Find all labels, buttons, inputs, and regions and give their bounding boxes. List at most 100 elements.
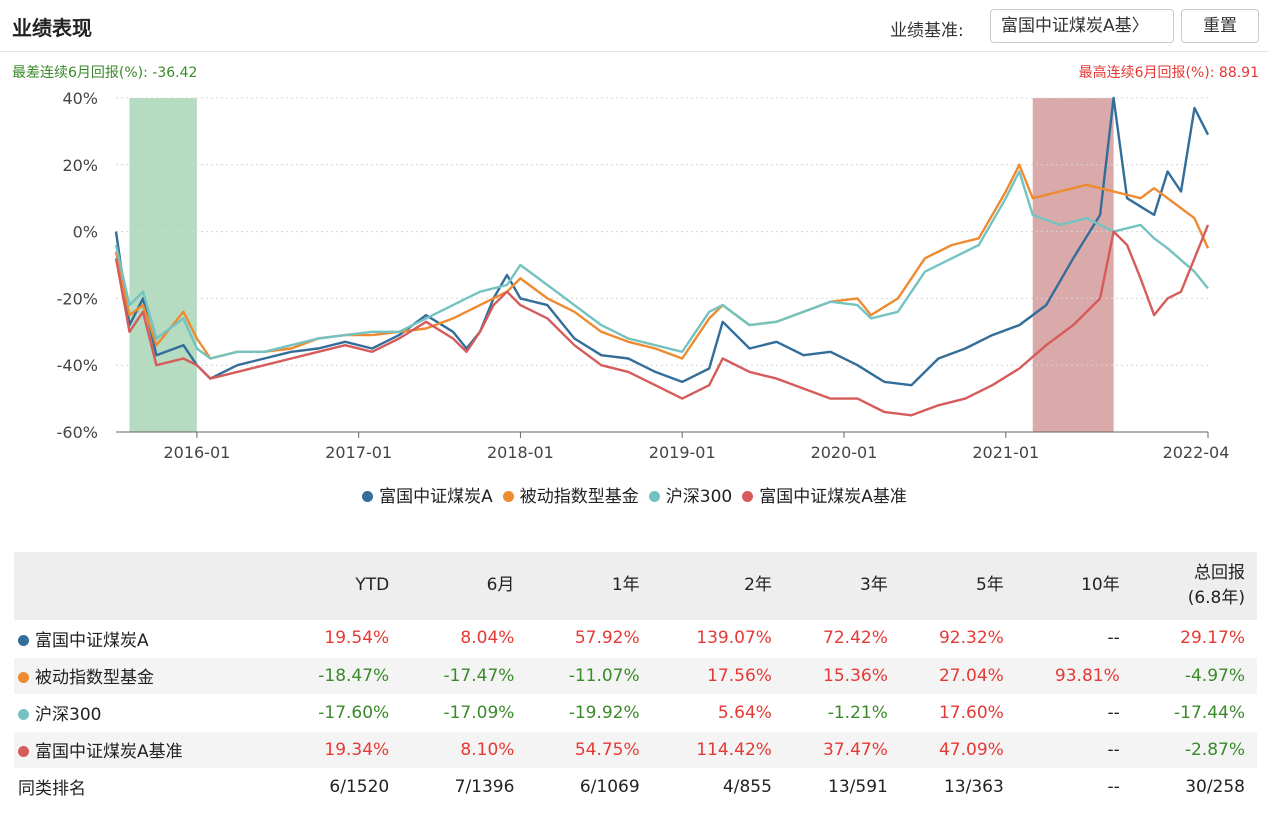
table-cell: 93.81% <box>1015 657 1132 695</box>
table-cell: 114.42% <box>651 731 784 769</box>
table-header-2y: 2年 <box>651 552 784 620</box>
table-header-10y: 10年 <box>1015 552 1132 620</box>
rank-row: 同类排名 6/1520 7/1396 6/1069 4/855 13/591 13/363-… <box>14 767 1257 806</box>
row-name: 被动指数型基金 <box>14 657 276 695</box>
table-header-6m: 6月 <box>401 552 527 620</box>
table-cell: -- <box>1015 694 1132 732</box>
table-cell: 57.92% <box>526 620 652 658</box>
table-cell: -2.87% <box>1131 731 1257 769</box>
benchmark-label: 业绩基准: <box>890 21 964 41</box>
y-tick-label: -40% <box>57 356 98 375</box>
row-name: 富国中证煤炭A <box>14 620 276 658</box>
row-name: 富国中证煤炭A基准 <box>14 731 276 769</box>
legend-item[interactable]: 富国中证煤炭A <box>362 482 493 507</box>
y-tick-label: -60% <box>57 423 98 442</box>
section-title: 业绩表现 <box>12 16 92 40</box>
performance-line-chart: 40% 20% 0% -20% -40% -60% 2016-01 2017-01 2018-0… <box>57 89 1230 462</box>
table-header-total: 总回报 (6.8年) <box>1131 552 1257 620</box>
rank-cell: 4/855 <box>651 767 784 806</box>
table-header-ytd: YTD <box>276 552 402 620</box>
table-header-row: YTD 6月 1年 2年 3年 5年 10年 总回报 (6.8年) <box>14 552 1257 620</box>
legend-item[interactable]: 被动指数型基金 <box>502 482 639 507</box>
worst-return-stat: 最差连续6月回报(%): -36.42 <box>12 65 198 81</box>
rank-cell: 13/591 <box>783 767 900 806</box>
legend-dot-icon <box>742 491 754 502</box>
series-line <box>114 224 1210 417</box>
table-row: 沪深300 -17.60% -17.09% -19.92% 5.64% -1.21% 17.… <box>14 694 1257 732</box>
x-tick-label: 2017-01 <box>325 443 392 462</box>
table-cell: 47.09% <box>899 731 1016 769</box>
row-dot-icon <box>18 709 29 720</box>
legend-dot-icon <box>362 491 374 502</box>
row-dot-icon <box>18 672 29 683</box>
table-row: 富国中证煤炭A基准 19.34% 8.10% 54.75% 114.42% 37.47% 4… <box>14 731 1257 769</box>
best-period-band <box>1032 98 1114 432</box>
table-cell: 29.17% <box>1131 620 1257 658</box>
reset-button[interactable]: 重置 <box>1181 9 1259 43</box>
x-tick-label: 2016-01 <box>163 443 230 462</box>
table-cell: -17.44% <box>1131 694 1257 732</box>
table-cell: 92.32% <box>899 620 1016 658</box>
table-cell: 5.64% <box>651 694 784 732</box>
legend-dot-icon <box>648 491 660 502</box>
legend-item[interactable]: 沪深300 <box>648 482 733 507</box>
y-tick-label: -20% <box>57 289 98 308</box>
table-cell: 54.75% <box>526 731 652 769</box>
table-cell: -- <box>1015 620 1132 658</box>
table-cell: 72.42% <box>783 620 900 658</box>
table-cell: -11.07% <box>526 657 652 695</box>
header: 业绩表现 业绩基准: 富国中证煤炭A基〉 重置 <box>0 0 1269 52</box>
legend-label: 沪深300 <box>665 487 733 507</box>
row-dot-icon <box>18 634 29 646</box>
table-cell: -1.21% <box>783 694 900 732</box>
x-tick-label: 2019-01 <box>649 443 716 462</box>
x-tick-label: 2018-01 <box>487 443 554 462</box>
table-row: 被动指数型基金 -18.47% -17.47% -11.07% 17.56% 15.36%… <box>14 657 1257 695</box>
rank-cell: 6/1520 <box>276 767 402 806</box>
table-cell: 17.60% <box>899 694 1016 732</box>
rank-cell: 13/363 <box>899 767 1016 806</box>
table-cell: 15.36% <box>783 657 900 695</box>
table-cell: 19.34% <box>276 731 402 769</box>
series-line <box>114 170 1209 360</box>
table-header-1y: 1年 <box>526 552 652 620</box>
chart-legend: 富国中证煤炭A 被动指数型基金 沪深300 富国中证煤炭A基准 <box>0 482 1269 507</box>
rank-cell: 6/1069 <box>526 767 652 806</box>
benchmark-select[interactable]: 富国中证煤炭A基〉 <box>990 9 1174 43</box>
x-tick-label: 2021-01 <box>972 443 1039 462</box>
table-cell: 139.07% <box>651 620 784 658</box>
y-tick-label: 40% <box>62 89 98 108</box>
performance-table: YTD 6月 1年 2年 3年 5年 10年 总回报 (6.8年) 富国中证煤炭A… <box>14 552 1257 806</box>
x-tick-label: 2022-04 <box>1163 443 1230 462</box>
best-return-stat: 最高连续6月回报(%): 88.91 <box>1078 65 1259 81</box>
table-header-5y: 5年 <box>899 552 1016 620</box>
table-cell: -17.60% <box>276 694 402 732</box>
legend-label: 被动指数型基金 <box>519 487 639 507</box>
legend-label: 富国中证煤炭A <box>379 487 493 507</box>
legend-item[interactable]: 富国中证煤炭A基准 <box>742 482 907 507</box>
rank-cell: -- <box>1015 767 1132 806</box>
y-tick-label: 0% <box>73 223 98 242</box>
table-cell: -4.97% <box>1131 657 1257 695</box>
table-cell: -18.47% <box>276 657 402 695</box>
table-cell: -19.92% <box>526 694 652 732</box>
table-cell: 8.04% <box>401 620 527 658</box>
table-cell: -- <box>1015 731 1132 769</box>
legend-dot-icon <box>502 491 514 502</box>
table-header-3y: 3年 <box>783 552 900 620</box>
legend-label: 富国中证煤炭A基准 <box>759 487 907 507</box>
row-name: 沪深300 <box>14 694 276 732</box>
rank-row-name: 同类排名 <box>14 767 276 806</box>
table-cell: -17.09% <box>401 694 527 732</box>
rank-cell: 7/1396 <box>401 767 527 806</box>
worst-period-band <box>129 98 197 432</box>
table-cell: 37.47% <box>783 731 900 769</box>
series-line <box>114 96 1210 387</box>
table-header-name <box>14 552 276 620</box>
table-row: 富国中证煤炭A 19.54% 8.04% 57.92% 139.07% 72.42% 92.… <box>14 620 1257 658</box>
table-cell: 17.56% <box>651 657 784 695</box>
table-cell: -17.47% <box>401 657 527 695</box>
table-cell: 19.54% <box>276 620 402 658</box>
rank-cell: 30/258 <box>1131 767 1257 806</box>
row-dot-icon <box>18 746 29 757</box>
